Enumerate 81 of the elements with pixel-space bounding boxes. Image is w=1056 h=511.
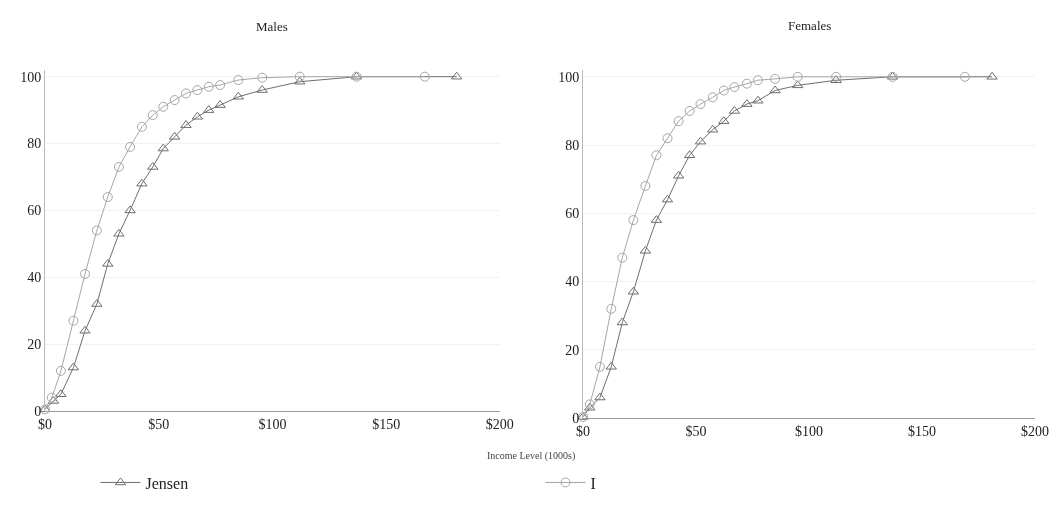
point [136, 121, 147, 132]
point [91, 225, 102, 236]
point [55, 365, 66, 376]
point [233, 75, 244, 86]
y-tick-label: 40 [565, 274, 580, 290]
point [718, 85, 729, 96]
y-tick-label: 40 [27, 270, 42, 286]
y-tick-label: 0 [572, 410, 580, 426]
point [80, 268, 91, 279]
point [294, 76, 306, 85]
point [136, 178, 148, 187]
point [769, 85, 781, 94]
x-axis-title: Income Level (1000s) [487, 450, 576, 462]
point [203, 81, 214, 92]
legend-label: Jensen [145, 474, 189, 492]
x-tick-label: $50 [148, 416, 170, 432]
point [215, 80, 226, 91]
point [79, 325, 91, 334]
y-tick-label: 20 [27, 337, 42, 353]
point [605, 361, 617, 370]
point [662, 133, 673, 144]
point [617, 252, 628, 263]
point [102, 192, 113, 203]
point [831, 71, 842, 82]
point [707, 92, 718, 103]
y-tick-label: 100 [558, 69, 580, 85]
point [55, 389, 67, 398]
x-tick-label: $200 [1021, 423, 1049, 439]
point [792, 80, 804, 89]
point [294, 71, 305, 82]
x-tick-label: $0 [38, 416, 52, 432]
point [707, 124, 719, 133]
point [741, 78, 752, 89]
point [594, 361, 605, 372]
point [986, 71, 998, 80]
y-tick-label: 0 [34, 403, 42, 419]
point [124, 205, 136, 214]
x-tick-label: $150 [372, 416, 401, 432]
point [419, 71, 430, 82]
chart-title: Males [256, 19, 288, 34]
y-tick-label: 100 [20, 69, 42, 85]
point [651, 150, 662, 161]
point [673, 116, 684, 127]
point [752, 95, 764, 104]
chart-title: Females [788, 18, 832, 33]
y-tick-label: 20 [565, 342, 580, 358]
y-tick-label: 60 [27, 203, 42, 219]
point [695, 99, 706, 110]
point [113, 228, 125, 237]
x-tick-label: $100 [795, 423, 823, 439]
point [68, 315, 79, 326]
point [192, 85, 203, 96]
point [147, 110, 158, 121]
x-tick-label: $0 [576, 423, 590, 439]
point [640, 181, 651, 191]
point [113, 161, 124, 172]
point [125, 141, 136, 152]
point [158, 101, 169, 112]
point [157, 143, 169, 152]
point [147, 161, 159, 170]
point [752, 75, 763, 86]
x-tick-label: $150 [908, 423, 936, 439]
x-tick-label: $50 [685, 423, 707, 439]
point [594, 392, 606, 401]
point [102, 258, 114, 267]
y-tick-label: 60 [565, 206, 580, 222]
point [729, 82, 740, 93]
point [628, 215, 639, 226]
x-tick-label: $200 [485, 416, 514, 432]
point [181, 88, 192, 99]
legend-label: I [590, 474, 596, 492]
point [169, 95, 180, 106]
point [959, 71, 970, 82]
y-tick-label: 80 [565, 137, 580, 153]
point [606, 303, 617, 314]
point [257, 72, 268, 83]
point [684, 105, 695, 116]
point [792, 71, 803, 82]
y-tick-label: 80 [27, 136, 42, 152]
point [770, 73, 781, 84]
x-tick-label: $100 [258, 416, 287, 432]
